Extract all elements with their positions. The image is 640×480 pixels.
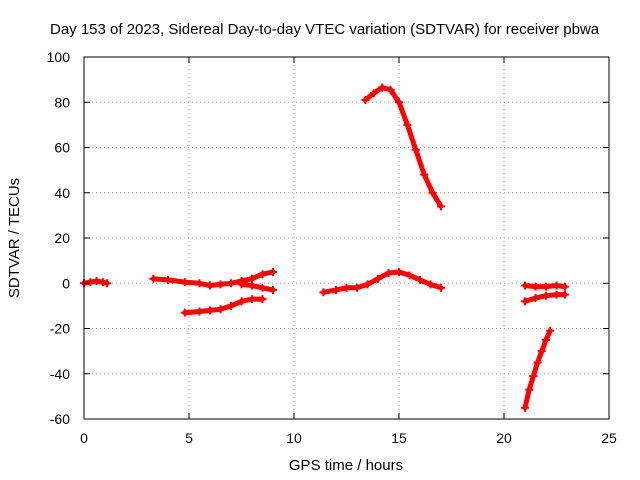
data-point [428, 188, 437, 197]
grid [84, 57, 609, 419]
data-point [416, 275, 424, 284]
data-point [164, 275, 172, 284]
data-point [216, 280, 225, 289]
data-point [248, 281, 256, 290]
data-point [542, 335, 550, 344]
data-point [353, 283, 361, 292]
data-point [98, 278, 107, 287]
y-tick-label: 0 [62, 275, 70, 291]
data-point [248, 295, 256, 304]
data-point [386, 85, 395, 94]
y-axis-label: SDTVAR / TECUs [6, 178, 23, 298]
data-series [80, 83, 569, 412]
data-point [384, 269, 393, 278]
x-tick-label: 20 [496, 430, 512, 446]
data-point [195, 307, 204, 316]
data-point [258, 283, 267, 292]
data-point [180, 308, 189, 317]
data-point [542, 282, 550, 291]
series-arc-1 [80, 276, 112, 288]
data-point [531, 282, 540, 291]
series-arc-7 [521, 281, 569, 291]
y-tick-label: 20 [54, 230, 70, 246]
data-point [403, 120, 412, 129]
data-point [103, 279, 112, 288]
data-point [269, 286, 277, 295]
x-tick-label: 0 [80, 430, 88, 446]
series-line [320, 269, 444, 295]
data-point [531, 293, 540, 302]
series-line [239, 281, 276, 293]
data-point [426, 280, 435, 289]
data-point [437, 202, 445, 211]
data-point [369, 89, 378, 98]
data-point [411, 145, 420, 154]
y-tick-label: 100 [47, 49, 71, 65]
chart-title: Day 153 of 2023, Sidereal Day-to-day VTE… [50, 21, 600, 38]
data-point [546, 326, 555, 335]
series-arc-8 [521, 290, 569, 306]
data-point [149, 274, 158, 283]
data-point [521, 403, 529, 412]
y-tick-label: 80 [54, 94, 70, 110]
data-point [216, 305, 225, 314]
data-point [552, 281, 561, 290]
x-axis-label: GPS time / hours [289, 457, 403, 474]
data-point [529, 372, 538, 381]
data-point [437, 283, 445, 292]
x-tick-label: 10 [286, 430, 302, 446]
data-point [206, 306, 214, 315]
series-arc-5 [319, 267, 445, 297]
data-point [227, 301, 235, 310]
data-point [180, 278, 189, 287]
series-arc-4 [237, 280, 277, 295]
y-tick-label: -40 [50, 366, 70, 382]
data-point [248, 274, 256, 283]
data-point [319, 288, 328, 297]
data-point [195, 279, 204, 288]
data-point [237, 297, 246, 306]
data-point [258, 295, 267, 304]
data-point [560, 282, 569, 291]
data-point [542, 291, 550, 300]
data-point [258, 270, 267, 279]
y-tick-label: -60 [50, 411, 70, 427]
data-point [552, 290, 561, 299]
x-tick-label: 5 [185, 430, 193, 446]
series-line [362, 85, 444, 209]
data-point [378, 83, 387, 92]
data-point [405, 271, 414, 280]
series-arc-3 [180, 295, 267, 317]
y-tick-label: 60 [54, 140, 70, 156]
data-point [533, 358, 542, 367]
data-point [374, 274, 382, 283]
axis-ticks: 0 5 10 15 20 25 -60 -40 -20 0 20 40 60 80 100 [47, 49, 617, 446]
data-point [420, 170, 429, 179]
x-tick-label: 25 [601, 430, 617, 446]
data-point [206, 281, 214, 290]
y-tick-label: -20 [50, 321, 70, 337]
data-point [395, 267, 403, 276]
data-point [363, 280, 372, 289]
data-point [560, 290, 569, 299]
data-point [86, 278, 95, 287]
data-point [92, 276, 101, 285]
y-tick-label: 40 [54, 185, 70, 201]
series-arc-9 [521, 326, 555, 412]
data-point [537, 347, 546, 356]
data-point [525, 385, 534, 394]
data-point [395, 98, 403, 107]
data-point [237, 280, 246, 289]
data-point [342, 283, 351, 292]
data-point [521, 281, 529, 290]
data-point [521, 297, 529, 306]
data-point [361, 95, 370, 104]
data-point [332, 286, 340, 295]
data-point [227, 279, 235, 288]
x-tick-label: 15 [391, 430, 407, 446]
plot-frame [83, 56, 610, 420]
series-arc-6 [361, 83, 445, 211]
data-point [269, 267, 277, 276]
